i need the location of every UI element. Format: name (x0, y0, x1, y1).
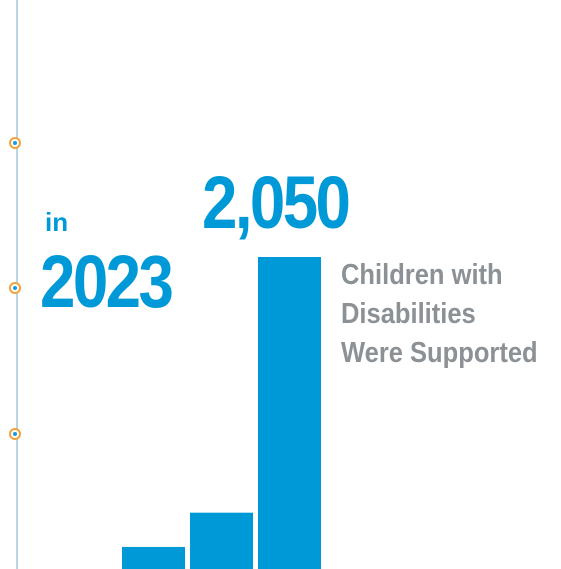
year-label: 2023 (40, 240, 174, 323)
caption-line: Were Supported (341, 337, 538, 369)
bar (258, 257, 321, 569)
bar (190, 512, 253, 569)
bar (122, 546, 185, 569)
timeline-marker-icon (9, 137, 21, 149)
timeline-marker-icon (9, 282, 21, 294)
year-prefix: in (45, 207, 69, 237)
caption-line: Children with (341, 259, 503, 291)
headline-value: 2,050 (202, 161, 351, 244)
caption: Children with Disabilities Were Supporte… (341, 256, 538, 373)
timeline-marker-icon (9, 428, 21, 440)
caption-line: Disabilities (341, 298, 476, 330)
